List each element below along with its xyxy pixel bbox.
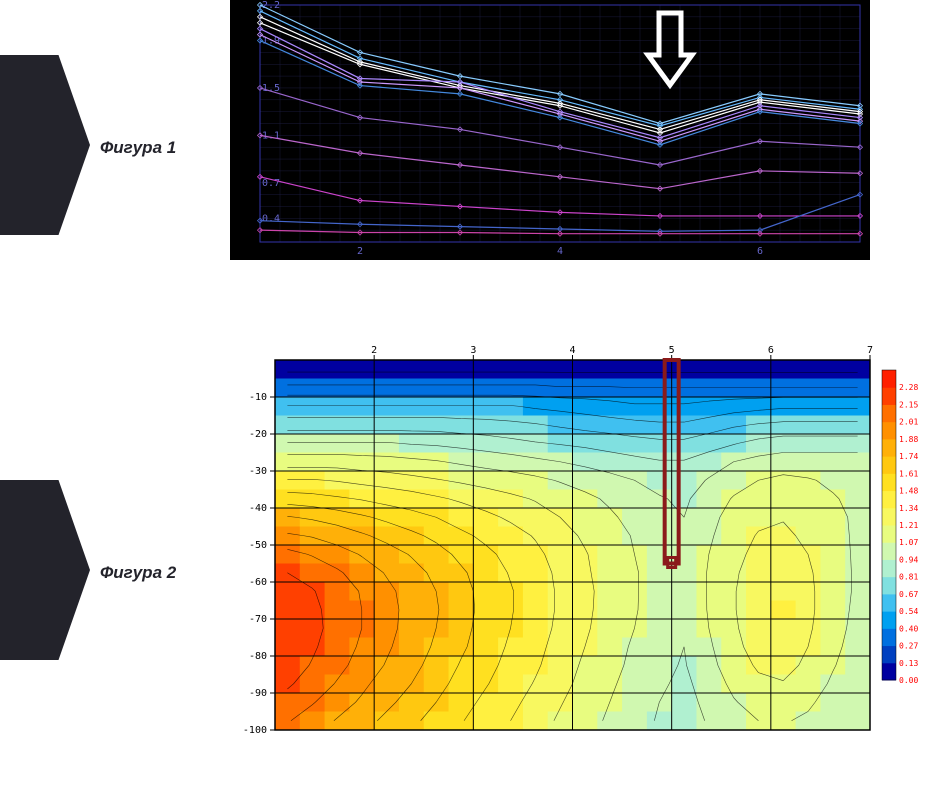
svg-text:2.2: 2.2 (262, 0, 280, 11)
svg-text:1.21: 1.21 (899, 521, 918, 530)
svg-text:-70: -70 (249, 614, 267, 625)
svg-text:-80: -80 (249, 651, 267, 662)
pentagon-marker-1 (0, 55, 90, 235)
svg-text:1.61: 1.61 (899, 469, 918, 478)
figure1-label: Фигура 1 (100, 138, 176, 158)
svg-text:0.27: 0.27 (899, 642, 918, 651)
svg-text:0.4: 0.4 (262, 213, 280, 224)
svg-text:1.88: 1.88 (899, 435, 918, 444)
svg-text:0.13: 0.13 (899, 659, 918, 668)
svg-text:-90: -90 (249, 688, 267, 699)
svg-text:1.34: 1.34 (899, 504, 918, 513)
svg-text:2: 2 (371, 345, 377, 356)
svg-text:-100: -100 (243, 725, 267, 736)
svg-text:-20: -20 (249, 429, 267, 440)
svg-text:2.15: 2.15 (899, 400, 918, 409)
svg-text:6: 6 (757, 246, 763, 257)
svg-text:-10: -10 (249, 392, 267, 403)
svg-text:2: 2 (357, 246, 363, 257)
figure1-chart: 0.40.71.11.51.92.2246 (230, 0, 870, 260)
svg-text:0.40: 0.40 (899, 624, 918, 633)
svg-text:1.5: 1.5 (262, 83, 280, 94)
svg-text:-40: -40 (249, 503, 267, 514)
svg-text:0.54: 0.54 (899, 607, 918, 616)
svg-text:2.28: 2.28 (899, 383, 918, 392)
svg-text:5: 5 (669, 345, 675, 356)
svg-text:6: 6 (768, 345, 774, 356)
svg-text:7: 7 (867, 345, 873, 356)
svg-text:2.01: 2.01 (899, 418, 918, 427)
svg-text:0.67: 0.67 (899, 590, 918, 599)
svg-text:0.94: 0.94 (899, 555, 918, 564)
svg-text:0.00: 0.00 (899, 676, 918, 685)
svg-text:-30: -30 (249, 466, 267, 477)
figure2-label: Фигура 2 (100, 563, 176, 583)
figure2-chart: 2 3 4 5 6 7 -10 -20 -30 -40 -50 -60 -70 -80 -90 -100 0.0… (230, 340, 930, 740)
svg-text:0.81: 0.81 (899, 573, 918, 582)
pentagon-marker-2 (0, 480, 90, 660)
svg-text:4: 4 (569, 345, 575, 356)
svg-text:1.07: 1.07 (899, 538, 918, 547)
svg-text:-60: -60 (249, 577, 267, 588)
svg-text:4: 4 (557, 246, 563, 257)
svg-text:1.48: 1.48 (899, 487, 918, 496)
svg-text:3: 3 (470, 345, 476, 356)
svg-text:-50: -50 (249, 540, 267, 551)
svg-text:1.74: 1.74 (899, 452, 918, 461)
